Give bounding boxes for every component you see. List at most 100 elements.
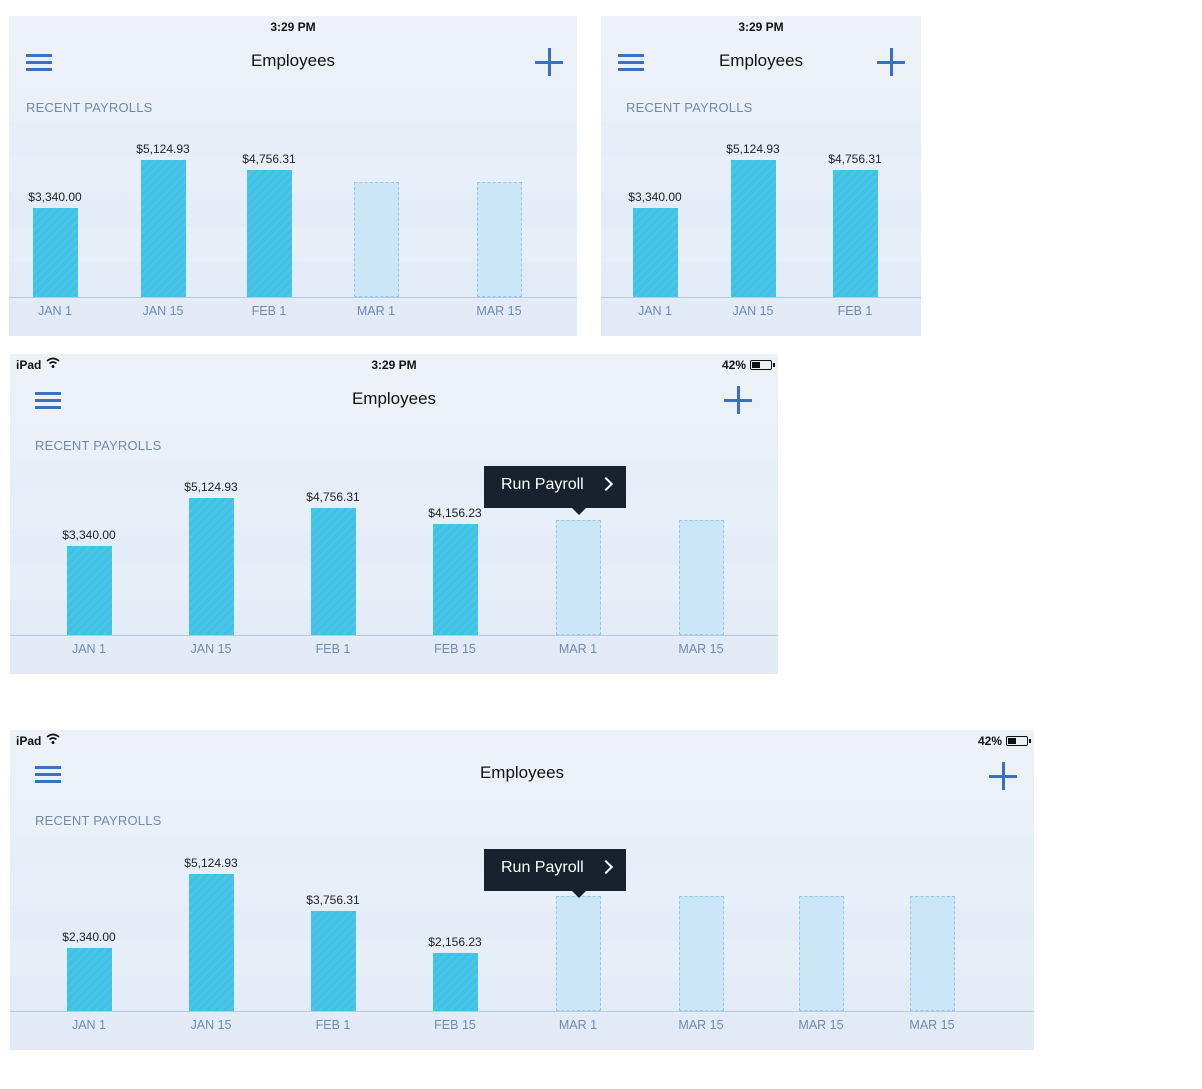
bar-value-label: $3,756.31 [306,893,360,907]
bar-upcoming[interactable] [556,520,601,635]
hamburger-menu-icon[interactable] [26,54,52,74]
wifi-icon [46,357,60,368]
bar-value-label: $4,156.23 [428,506,482,520]
bar-value-label: $5,124.93 [184,856,238,870]
bar [189,874,234,1011]
x-tick-label: FEB 1 [837,304,873,318]
bar-upcoming[interactable] [556,896,601,1011]
add-icon[interactable] [989,762,1017,790]
x-tick-label: FEB 15 [434,642,476,656]
x-tick-label: MAR 15 [678,642,724,656]
bar-value-label: $5,124.93 [184,480,238,494]
payroll-chart: $3,340.00 JAN 1 $5,124.93 JAN 15 $4,756.31 FE… [9,122,577,336]
bar-value-label: $3,340.00 [628,190,682,204]
x-axis-line [10,635,778,636]
x-tick-label: FEB 1 [251,304,287,318]
status-bar: iPad 3:29 PM 42% [10,354,778,376]
battery-percent: 42% [721,358,746,372]
screen-3: iPad 3:29 PM 42% Employees RECENT PAYROL… [10,354,778,674]
bar-upcoming[interactable] [679,896,724,1011]
bar [731,160,776,297]
bar-value-label: $2,156.23 [428,935,482,949]
bar-value-label: $5,124.93 [136,142,190,156]
run-payroll-button[interactable]: Run Payroll [484,466,626,515]
add-icon[interactable] [535,48,563,76]
x-tick-label: FEB 15 [434,1018,476,1032]
status-bar: 3:29 PM [601,16,921,38]
nav-bar: Employees [9,38,577,98]
x-tick-label: JAN 15 [142,304,184,318]
bar [67,948,112,1011]
bar [311,508,356,635]
bar-value-label: $2,340.00 [62,930,116,944]
x-axis-line [10,1011,1034,1012]
add-icon[interactable] [877,48,905,76]
x-tick-label: JAN 1 [637,304,673,318]
hamburger-menu-icon[interactable] [618,54,644,74]
x-tick-label: JAN 1 [37,304,73,318]
bar [433,524,478,635]
bar-value-label: $4,756.31 [242,152,296,166]
x-tick-label: MAR 15 [476,304,522,318]
battery-icon [1006,736,1031,746]
bar-value-label: $3,340.00 [28,190,82,204]
x-axis-line [601,297,921,298]
bar-value-label: $5,124.93 [726,142,780,156]
bar [311,911,356,1011]
chart-band [10,906,1034,941]
bar [141,160,186,297]
device-name: iPad [16,734,42,748]
x-tick-label: JAN 1 [71,642,107,656]
run-payroll-button[interactable]: Run Payroll [484,849,626,898]
x-tick-label: MAR 1 [558,642,598,656]
battery-icon [750,360,775,370]
chart-band [10,495,778,530]
bar-value-label: $4,756.31 [828,152,882,166]
x-tick-label: JAN 1 [71,1018,107,1032]
status-bar: iPad 42% [10,730,1034,752]
screen-2: 3:29 PM Employees RECENT PAYROLLS $3,340… [601,16,921,336]
battery-percent: 42% [977,734,1002,748]
hamburger-menu-icon[interactable] [35,392,61,412]
bar-upcoming[interactable] [354,182,399,297]
run-payroll-label: Run Payroll [501,476,584,493]
tooltip-pointer [572,891,586,898]
status-time: 3:29 PM [371,358,417,372]
x-tick-label: JAN 15 [190,642,232,656]
status-time: 3:29 PM [738,20,784,34]
bar-upcoming[interactable] [477,182,522,297]
bar [189,498,234,635]
bar [33,208,78,297]
payroll-chart: $3,340.00 JAN 1 $5,124.93 JAN 15 $4,756.31 FE… [10,460,778,674]
section-label: RECENT PAYROLLS [35,813,162,828]
x-tick-label: JAN 15 [190,1018,232,1032]
bar-upcoming[interactable] [910,896,955,1011]
page-title: Employees [250,51,336,70]
bar-upcoming[interactable] [799,896,844,1011]
section-label: RECENT PAYROLLS [35,438,162,453]
battery-indicator: 42% [721,358,775,372]
bar-value-label: $3,340.00 [62,528,116,542]
x-tick-label: MAR 1 [558,1018,598,1032]
run-payroll-label: Run Payroll [501,859,584,876]
bar-upcoming[interactable] [679,520,724,635]
page-title: Employees [718,51,804,70]
bar [67,546,112,635]
status-time: 3:29 PM [270,20,316,34]
bar [633,208,678,297]
chart-band [10,600,778,635]
x-tick-label: FEB 1 [315,1018,351,1032]
x-tick-label: FEB 1 [315,642,351,656]
bar [433,953,478,1011]
add-icon[interactable] [724,386,752,414]
screen-1: 3:29 PM Employees RECENT PAYROLLS $3,340… [9,16,577,336]
device-name: iPad [16,358,42,372]
hamburger-menu-icon[interactable] [35,766,61,786]
chart-band [10,565,778,600]
screen-4: iPad 42% Employees RECENT PAYROLLS $2,34… [10,730,1034,1050]
bar [247,170,292,297]
chart-band [10,976,1034,1011]
bar-value-label: $4,756.31 [306,490,360,504]
nav-bar: Employees [10,752,1034,812]
chart-band [10,941,1034,976]
